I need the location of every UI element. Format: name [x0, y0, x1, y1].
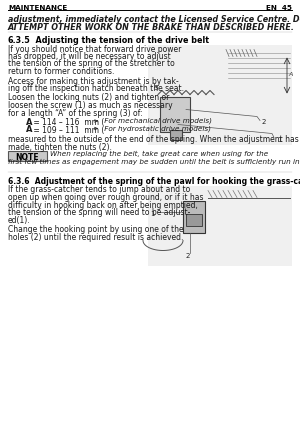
- Text: Change the hooking point by using one of the: Change the hooking point by using one of…: [8, 225, 184, 234]
- Bar: [170, 130, 182, 139]
- Text: ATTEMPT OTHER WORK ON THE BRAKE THAN DESCRIBED HERE.: ATTEMPT OTHER WORK ON THE BRAKE THAN DES…: [8, 23, 295, 32]
- Text: 3: 3: [153, 84, 158, 90]
- Text: If you should notice that forward drive power: If you should notice that forward drive …: [8, 44, 181, 54]
- Text: 2: 2: [186, 253, 190, 259]
- FancyBboxPatch shape: [8, 150, 46, 161]
- Text: Adjusting the tension of the drive belt: Adjusting the tension of the drive belt: [30, 36, 209, 45]
- Text: A: A: [26, 126, 32, 135]
- Bar: [148, 44, 292, 144]
- Text: = 114 – 116  mm (: = 114 – 116 mm (: [31, 118, 104, 127]
- Text: A: A: [26, 118, 32, 127]
- Text: = 109 – 111  mm (: = 109 – 111 mm (: [31, 126, 104, 135]
- Text: has dropped, it will be necessary to adjust: has dropped, it will be necessary to adj…: [8, 52, 171, 61]
- Text: ing off the inspection hatch beneath the seat.: ing off the inspection hatch beneath the…: [8, 84, 184, 93]
- Text: 1: 1: [277, 136, 281, 143]
- Bar: [160, 97, 190, 132]
- Text: Access for making this adjustment is by tak-: Access for making this adjustment is by …: [8, 77, 179, 86]
- Bar: [148, 185, 292, 265]
- Text: 6.3.6  Adjustment of the spring of the pawl for hooking the grass-catcher: 6.3.6 Adjustment of the spring of the pa…: [8, 177, 300, 186]
- Text: Loosen the locking nuts (2) and tighten or: Loosen the locking nuts (2) and tighten …: [8, 93, 169, 103]
- Text: MAINTENANCE: MAINTENANCE: [8, 5, 67, 11]
- Text: 2: 2: [262, 120, 266, 126]
- Text: open up when going over rough ground, or if it has: open up when going over rough ground, or…: [8, 193, 203, 202]
- Text: 1: 1: [150, 210, 154, 216]
- Text: first few times as engagement may be sudden until the belt is sufficiently run i: first few times as engagement may be sud…: [8, 158, 300, 164]
- Text: adjustment, immediately contact the Licensed Service Centre. DO NOT: adjustment, immediately contact the Lice…: [8, 15, 300, 24]
- Text: A: A: [288, 72, 292, 78]
- Text: the tension of the spring of the stretcher to: the tension of the spring of the stretch…: [8, 60, 175, 69]
- Text: loosen the screw (1) as much as necessary: loosen the screw (1) as much as necessar…: [8, 101, 172, 110]
- Text: EN  45: EN 45: [266, 5, 292, 11]
- Text: the tension of the spring will need to be adjust-: the tension of the spring will need to b…: [8, 208, 190, 217]
- Text: holes (2) until the required result is achieved.: holes (2) until the required result is a…: [8, 233, 183, 242]
- Bar: [183, 201, 205, 233]
- Text: NOTE: NOTE: [15, 153, 39, 161]
- Text: measured to the outside of the end of the spring. When the adjustment has been: measured to the outside of the end of th…: [8, 135, 300, 144]
- Text: If the grass-catcher tends to jump about and to: If the grass-catcher tends to jump about…: [8, 185, 190, 195]
- Text: ed(1).: ed(1).: [8, 216, 31, 225]
- Text: made, tighten the nuts (2).: made, tighten the nuts (2).: [8, 143, 112, 152]
- Text: For mechanical drive models): For mechanical drive models): [102, 118, 212, 124]
- Text: For hydrostatic drive models): For hydrostatic drive models): [102, 126, 211, 132]
- Text: 6.3.5: 6.3.5: [8, 36, 31, 45]
- Text: When replacing the belt, take great care when using for the: When replacing the belt, take great care…: [50, 151, 268, 157]
- Text: for a length “A” of the spring (3) of:: for a length “A” of the spring (3) of:: [8, 109, 142, 118]
- Text: difficulty in hooking back on after being emptied,: difficulty in hooking back on after bein…: [8, 201, 198, 210]
- Text: return to former conditions.: return to former conditions.: [8, 67, 114, 76]
- Bar: [186, 213, 202, 225]
